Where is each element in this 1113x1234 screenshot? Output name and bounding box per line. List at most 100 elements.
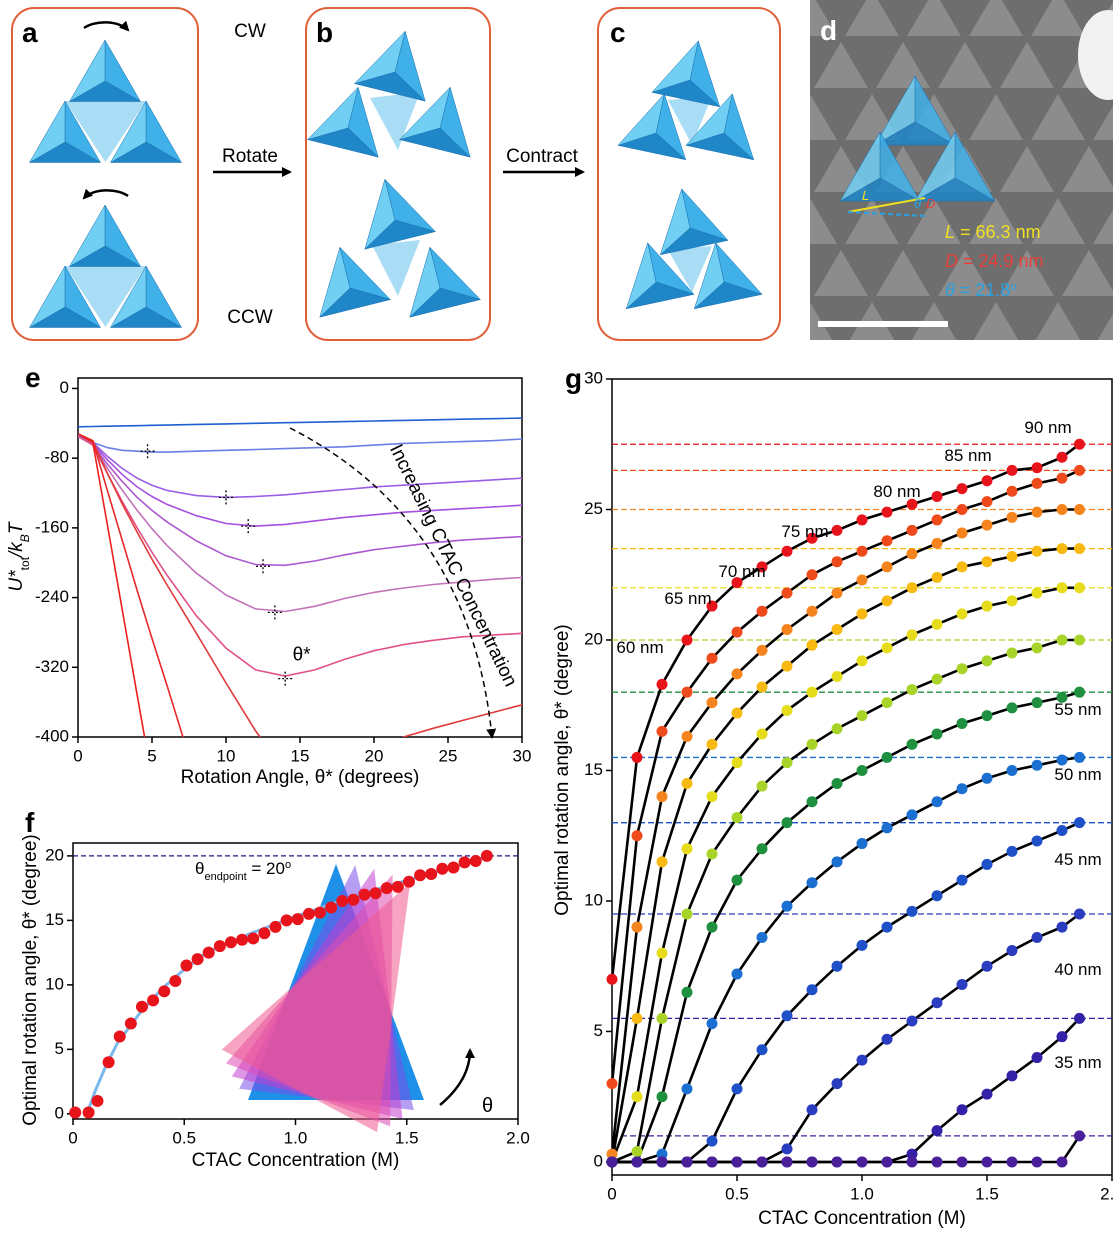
- data-point: [832, 556, 843, 567]
- y-tick-label: -80: [44, 448, 69, 467]
- data-point: [1057, 922, 1068, 933]
- data-point: [682, 909, 693, 920]
- data-point: [1007, 702, 1018, 713]
- data-point: [782, 1143, 793, 1154]
- data-point: [1074, 465, 1085, 476]
- data-point: [782, 546, 793, 557]
- sem-particle: [876, 354, 930, 400]
- data-point: [682, 731, 693, 742]
- y-axis-label: U*tot/kBT: [6, 521, 32, 591]
- data-point: [957, 608, 968, 619]
- data-point: [882, 561, 893, 572]
- data-point: [807, 569, 818, 580]
- data-point: [1007, 648, 1018, 659]
- data-point: [957, 783, 968, 794]
- data-point: [347, 894, 359, 906]
- sem-particle: [721, 302, 775, 348]
- data-point: [707, 1136, 718, 1147]
- data-point: [91, 1095, 103, 1107]
- data-point: [682, 987, 693, 998]
- value: = 24.9 nm: [958, 251, 1044, 271]
- data-point: [807, 640, 818, 651]
- data-point: [1032, 697, 1043, 708]
- x-tick-label: 1.5: [975, 1184, 999, 1203]
- y-tick-label: 0: [55, 1103, 64, 1122]
- y-axis-label-part: /k: [6, 541, 27, 559]
- x-tick-label: 1.5: [395, 1128, 419, 1147]
- series-label: 55 nm: [1054, 700, 1101, 719]
- data-point: [782, 1156, 793, 1167]
- curve: [78, 434, 152, 779]
- symbol: D: [926, 196, 935, 211]
- data-point: [158, 985, 170, 997]
- data-point: [807, 1156, 818, 1167]
- data-point: [932, 728, 943, 739]
- scale-bar: [818, 321, 948, 327]
- data-point: [907, 548, 918, 559]
- y-tick-label: -160: [35, 517, 69, 536]
- x-tick-label: 2.0: [506, 1128, 530, 1147]
- data-point: [607, 1078, 618, 1089]
- y-tick-label: 25: [584, 499, 603, 518]
- data-point: [832, 588, 843, 599]
- data-point: [807, 877, 818, 888]
- data-point: [832, 624, 843, 635]
- data-point: [1032, 760, 1043, 771]
- y-axis-label-part: U*: [6, 570, 27, 592]
- data-point: [707, 697, 718, 708]
- data-point: [225, 936, 237, 948]
- data-point: [425, 868, 437, 880]
- data-point: [1007, 595, 1018, 606]
- series-label: 45 nm: [1054, 850, 1101, 869]
- data-point: [1074, 1013, 1085, 1024]
- data-point: [632, 1091, 643, 1102]
- data-point: [732, 668, 743, 679]
- inset-label: θ: [482, 1095, 493, 1117]
- data-point: [281, 914, 293, 926]
- data-point: [982, 655, 993, 666]
- data-point: [269, 921, 281, 933]
- data-point: [857, 1156, 868, 1167]
- data-point: [832, 856, 843, 867]
- panel-label: g: [565, 363, 582, 394]
- sem-particle: [721, 198, 775, 244]
- data-point: [632, 830, 643, 841]
- data-point: [957, 979, 968, 990]
- data-point: [682, 687, 693, 698]
- series-label: 40 nm: [1054, 960, 1101, 979]
- data-point: [882, 1034, 893, 1045]
- data-point: [857, 514, 868, 525]
- data-point: [957, 663, 968, 674]
- y-tick-label: 0: [60, 378, 69, 397]
- data-point: [1032, 507, 1043, 518]
- data-point: [1007, 465, 1018, 476]
- data-point: [907, 684, 918, 695]
- data-point: [1032, 478, 1043, 489]
- y-tick-label: 5: [594, 1021, 603, 1040]
- data-point: [657, 1091, 668, 1102]
- endpoint-label: θendpoint = 20o: [195, 859, 291, 883]
- data-point: [169, 975, 181, 987]
- data-point: [632, 1156, 643, 1167]
- panel-label: d: [820, 15, 837, 46]
- data-point: [957, 718, 968, 729]
- minimum-marker: [278, 672, 292, 686]
- data-point: [707, 739, 718, 750]
- data-point: [932, 619, 943, 630]
- y-axis-label-part: T: [6, 521, 27, 534]
- arrow-label: Rotate: [222, 146, 278, 167]
- endpoint-label-part: o: [285, 859, 291, 871]
- data-point: [882, 642, 893, 653]
- data-point: [632, 752, 643, 763]
- data-point: [1057, 1031, 1068, 1042]
- value: = 21.8: [955, 280, 1011, 300]
- data-point: [1074, 634, 1085, 645]
- plot-area: [78, 418, 522, 789]
- series-label: 60 nm: [616, 638, 663, 657]
- data-point: [782, 901, 793, 912]
- data-point: [607, 1156, 618, 1167]
- sem-particle: [752, 354, 806, 400]
- data-point: [782, 757, 793, 768]
- data-point: [732, 969, 743, 980]
- x-tick-label: 0: [73, 746, 82, 765]
